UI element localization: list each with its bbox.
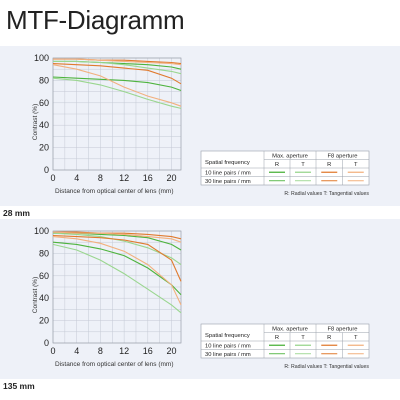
legend-col-label: T xyxy=(301,162,305,168)
legend-col-label: R xyxy=(275,335,279,341)
x-tick-label: 16 xyxy=(143,346,153,356)
mtf-panel-135mm: 0 20 40 60 80 100 0 4 8 12 16 20 Distance from optic… xyxy=(0,219,400,391)
legend-row-30: 30 line pairs / mm xyxy=(205,352,251,358)
page-title: MTF-Diagramm xyxy=(6,5,185,35)
x-tick-label: 4 xyxy=(74,346,79,356)
legend-header-spatial: Spatial frequency xyxy=(205,333,250,339)
x-axis-label: Distance from optical center of lens (mm… xyxy=(55,188,173,195)
y-tick-label: 60 xyxy=(39,271,49,281)
legend-col-label: R xyxy=(327,335,331,341)
x-tick-label: 8 xyxy=(98,173,103,183)
legend-note: R: Radial values T: Tangential values xyxy=(284,191,369,197)
plot-frame xyxy=(52,57,182,171)
x-tick-label: 0 xyxy=(50,346,55,356)
series-line xyxy=(52,231,182,243)
legend-table: Spatial frequency Max. aperture F8 apertur… xyxy=(200,150,369,197)
x-tick-label: 12 xyxy=(119,346,129,356)
y-tick-label: 0 xyxy=(44,165,49,175)
x-tick-label: 20 xyxy=(167,173,177,183)
series-line xyxy=(52,76,182,92)
series-line xyxy=(52,234,182,282)
series-line xyxy=(52,232,182,266)
x-tick-label: 0 xyxy=(50,173,55,183)
legend-row-10: 10 line pairs / mm xyxy=(205,344,251,350)
grid-lines xyxy=(52,230,181,344)
legend-table: Spatial frequency Max. aperture F8 apertur… xyxy=(200,323,369,370)
legend-col-label: T xyxy=(301,335,305,341)
series-line xyxy=(52,236,182,306)
series-line xyxy=(53,60,182,75)
y-tick-label: 100 xyxy=(34,226,49,236)
legend-header-max: Max. aperture xyxy=(272,153,308,159)
series-line xyxy=(53,58,182,66)
legend-header-spatial: Spatial frequency xyxy=(205,160,250,166)
legend-row-10: 10 line pairs / mm xyxy=(205,171,251,177)
x-tick-label: 8 xyxy=(98,346,103,356)
legend-header-f8: F8 aperture xyxy=(328,326,358,332)
series-line xyxy=(52,77,182,109)
x-axis-label: Distance from optical center of lens (mm… xyxy=(55,361,173,368)
legend-col-label: R xyxy=(327,162,331,168)
y-axis-label: Contrast (%) xyxy=(32,277,39,313)
x-tick-label: 12 xyxy=(119,173,129,183)
legend-header-max: Max. aperture xyxy=(272,326,308,332)
y-tick-label: 0 xyxy=(44,338,49,348)
series-line xyxy=(52,63,182,85)
mtf-chart-28mm: 0 20 40 60 80 100 0 4 8 12 16 20 Distance from optic… xyxy=(32,53,369,197)
y-tick-label: 20 xyxy=(39,143,49,153)
series-line xyxy=(53,231,182,240)
legend-col-label: R xyxy=(275,162,279,168)
series-line xyxy=(52,243,182,314)
y-tick-label: 100 xyxy=(34,53,49,63)
y-tick-label: 40 xyxy=(39,293,49,303)
y-axis-label: Contrast (%) xyxy=(32,104,39,140)
focal-length-label: 28 mm xyxy=(3,208,30,218)
x-tick-label: 16 xyxy=(143,173,153,183)
y-tick-label: 60 xyxy=(39,98,49,108)
y-tick-label: 20 xyxy=(39,316,49,326)
legend-col-label: T xyxy=(354,162,358,168)
y-tick-label: 40 xyxy=(39,120,49,130)
plot-frame xyxy=(52,230,182,344)
legend-note: R: Radial values T: Tangential values xyxy=(284,364,369,370)
legend-header-f8: F8 aperture xyxy=(328,153,358,159)
x-tick-label: 4 xyxy=(74,173,79,183)
legend-col-label: T xyxy=(354,335,358,341)
mtf-chart-135mm: 0 20 40 60 80 100 0 4 8 12 16 20 Distance from optic… xyxy=(32,226,369,370)
y-tick-label: 80 xyxy=(39,75,49,85)
x-tick-label: 20 xyxy=(167,346,177,356)
legend-row-30: 30 line pairs / mm xyxy=(205,179,251,185)
y-tick-label: 80 xyxy=(39,248,49,258)
mtf-panel-28mm: 0 20 40 60 80 100 0 4 8 12 16 20 Distance from optic… xyxy=(0,46,400,218)
focal-length-label: 135 mm xyxy=(3,381,35,391)
series-line xyxy=(52,64,182,107)
